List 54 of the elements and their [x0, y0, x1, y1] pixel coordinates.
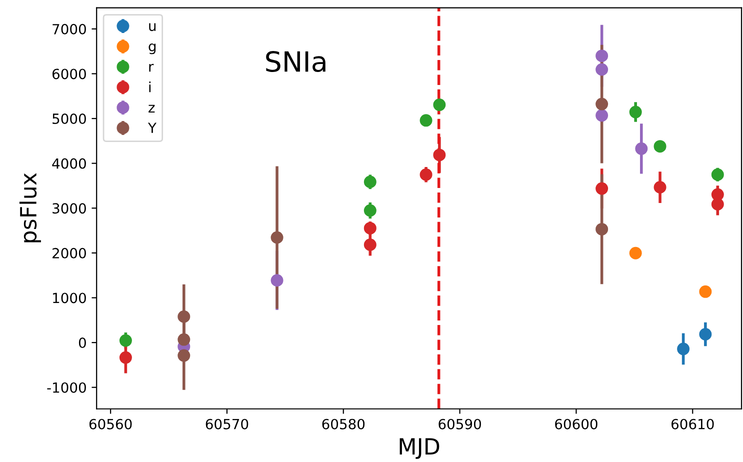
point: [420, 168, 432, 181]
point: [596, 98, 608, 110]
point: [364, 238, 376, 251]
point: [677, 342, 690, 356]
point: [596, 109, 608, 122]
point: [654, 181, 666, 194]
x-tick-label: 60610: [672, 418, 714, 430]
point: [596, 50, 608, 62]
point: [270, 231, 284, 244]
legend-label: z: [148, 104, 155, 112]
y-tick-label: -1000: [47, 382, 86, 393]
point: [699, 328, 712, 341]
legend-label: Y: [148, 122, 156, 133]
point: [433, 98, 446, 112]
point: [433, 148, 446, 162]
point: [699, 285, 712, 298]
y-axis-title: psFlux: [19, 173, 41, 242]
y-tick-label: 5000: [52, 113, 86, 124]
y-tick-label: 1000: [53, 292, 86, 304]
legend-label: u: [149, 23, 156, 32]
point: [178, 310, 190, 323]
y-tick-label: 6000: [52, 68, 86, 80]
x-tick-label: 60570: [206, 418, 248, 430]
y-tick-label: 7000: [52, 24, 86, 34]
point: [178, 349, 190, 362]
legend-label: r: [149, 64, 154, 72]
y-tick-label: 2000: [52, 248, 86, 258]
annotation: SNIa: [266, 51, 326, 72]
point: [654, 140, 666, 153]
point: [711, 198, 724, 210]
point: [596, 222, 608, 236]
legend-label: i: [149, 82, 151, 92]
point: [364, 176, 376, 188]
point: [635, 142, 648, 155]
x-tick-label: 60560: [89, 418, 132, 430]
x-axis-title: MJD: [400, 438, 440, 459]
y-tick-label: 0: [78, 338, 86, 348]
x-tick-label: 60600: [555, 418, 598, 430]
y-tick-label: 3000: [52, 203, 86, 214]
point: [119, 351, 132, 364]
point: [596, 63, 608, 76]
point: [420, 114, 432, 127]
point: [270, 274, 284, 287]
y-tick-label: 4000: [52, 158, 86, 169]
point: [629, 246, 642, 260]
point: [596, 182, 608, 195]
point: [119, 334, 132, 347]
point: [711, 168, 724, 181]
x-tick-label: 60590: [438, 418, 481, 430]
point: [178, 333, 190, 346]
x-tick-label: 60580: [322, 418, 365, 430]
point: [364, 204, 376, 217]
legend-label: g: [148, 44, 156, 54]
point: [629, 106, 642, 118]
